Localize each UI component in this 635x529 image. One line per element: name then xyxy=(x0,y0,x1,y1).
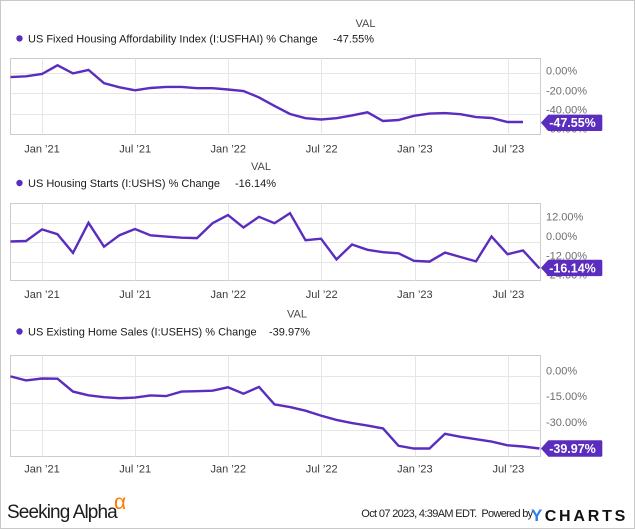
svg-text:Jan ’21: Jan ’21 xyxy=(24,289,59,301)
svg-text:US Existing Home Sales (I:USEH: US Existing Home Sales (I:USEHS) % Chang… xyxy=(28,326,257,338)
svg-text:CHARTS: CHARTS xyxy=(545,508,628,525)
svg-text:-47.55%: -47.55% xyxy=(549,116,596,130)
svg-text:-20.00%: -20.00% xyxy=(546,86,587,98)
svg-text:0.00%: 0.00% xyxy=(546,66,577,78)
svg-text:-47.55%: -47.55% xyxy=(333,33,374,45)
svg-text:Jul ’23: Jul ’23 xyxy=(493,464,525,476)
svg-text:-12.00%: -12.00% xyxy=(546,250,587,262)
svg-text:Powered by: Powered by xyxy=(481,508,533,520)
svg-text:12.00%: 12.00% xyxy=(546,212,584,224)
svg-text:Jul ’22: Jul ’22 xyxy=(306,464,338,476)
svg-text:Jul ’21: Jul ’21 xyxy=(119,143,151,155)
svg-text:-40.00%: -40.00% xyxy=(546,105,587,117)
svg-text:Oct 07 2023, 4:39AM EDT.: Oct 07 2023, 4:39AM EDT. xyxy=(361,508,477,520)
svg-text:Seeking Alpha: Seeking Alpha xyxy=(7,502,118,523)
svg-text:-16.14%: -16.14% xyxy=(235,178,276,190)
svg-text:Jan ’22: Jan ’22 xyxy=(211,289,246,301)
svg-text:VAL: VAL xyxy=(287,309,307,321)
svg-text:US Housing Starts (I:USHS) % C: US Housing Starts (I:USHS) % Change xyxy=(28,178,220,190)
svg-text:-39.97%: -39.97% xyxy=(269,326,310,338)
svg-text:Jan ’23: Jan ’23 xyxy=(397,464,432,476)
svg-text:-39.97%: -39.97% xyxy=(549,442,596,456)
svg-text:Jan ’23: Jan ’23 xyxy=(397,143,432,155)
svg-text:Jan ’21: Jan ’21 xyxy=(24,464,59,476)
svg-text:Jan ’22: Jan ’22 xyxy=(211,464,246,476)
svg-text:VAL: VAL xyxy=(356,18,376,30)
svg-text:Jul ’21: Jul ’21 xyxy=(119,289,151,301)
svg-text:US Fixed Housing Affordability: US Fixed Housing Affordability Index (I:… xyxy=(28,33,318,45)
svg-text:-30.00%: -30.00% xyxy=(546,417,587,429)
svg-text:-15.00%: -15.00% xyxy=(546,391,587,403)
svg-text:Jul ’22: Jul ’22 xyxy=(306,143,338,155)
svg-text:VAL: VAL xyxy=(251,161,271,173)
svg-text:Jul ’23: Jul ’23 xyxy=(493,143,525,155)
svg-text:Y: Y xyxy=(531,506,543,525)
svg-text:Jul ’21: Jul ’21 xyxy=(119,464,151,476)
svg-text:Jan ’23: Jan ’23 xyxy=(397,289,432,301)
svg-text:Jul ’22: Jul ’22 xyxy=(306,289,338,301)
svg-text:Jan ’22: Jan ’22 xyxy=(211,143,246,155)
svg-text:α: α xyxy=(114,491,126,514)
svg-text:0.00%: 0.00% xyxy=(546,365,577,377)
svg-text:0.00%: 0.00% xyxy=(546,231,577,243)
svg-text:-16.14%: -16.14% xyxy=(549,261,596,275)
svg-text:Jan ’21: Jan ’21 xyxy=(24,143,59,155)
svg-text:Jul ’23: Jul ’23 xyxy=(493,289,525,301)
